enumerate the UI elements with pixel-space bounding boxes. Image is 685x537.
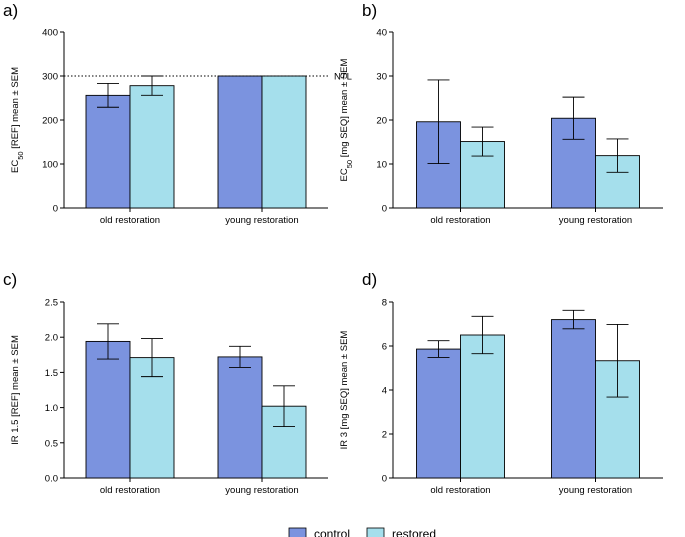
y-tick-label: 20 xyxy=(376,116,387,127)
legend: control restored xyxy=(288,527,436,537)
y-tick-label: 30 xyxy=(376,72,387,83)
y-tick-label: 300 xyxy=(42,72,58,83)
x-category-label: young restoration xyxy=(225,215,298,226)
panel-c: c) 0.0 0.5 1.0 1.5 2.0 2.5 IR 1.5 [REF] mean ± … xyxy=(3,270,328,496)
legend-swatch-restored xyxy=(366,527,385,537)
y-tick-label: 40 xyxy=(376,28,387,39)
y-tick-label: 0 xyxy=(382,474,387,485)
x-category-label: young restoration xyxy=(225,485,298,496)
y-tick-label: 0 xyxy=(53,204,58,215)
bar-control xyxy=(217,356,263,479)
y-tick-label: 2.5 xyxy=(45,298,58,309)
bar-control xyxy=(416,348,461,479)
y-axis-label: IR 3 [mg SEQ] mean ± SEM xyxy=(339,331,350,450)
y-tick-label: 2 xyxy=(382,430,387,441)
bar-restored xyxy=(460,334,505,479)
y-axis-label: IR 1.5 [REF] mean ± SEM xyxy=(10,335,21,445)
y-tick-label: 0.0 xyxy=(45,474,58,485)
legend-swatch-control xyxy=(288,527,307,537)
y-tick-label: 1.0 xyxy=(45,403,58,414)
panel-label: c) xyxy=(3,270,17,289)
x-category-label: old restoration xyxy=(100,215,160,226)
y-tick-label: 100 xyxy=(42,160,58,171)
panel-label: a) xyxy=(3,1,18,20)
bar-restored xyxy=(129,85,175,209)
bar-control xyxy=(217,75,263,209)
x-category-label: old restoration xyxy=(100,485,160,496)
bar-restored xyxy=(129,357,175,479)
panel-label: d) xyxy=(362,270,377,289)
panel-b: b) 0 10 20 30 40 EC50 [mg SEQ] mean ± SEM old r… xyxy=(339,1,663,226)
panel-a: a) 0 100 200 300 400 EC50 [REF] mean ± SEM old … xyxy=(3,1,352,226)
legend-label-restored: restored xyxy=(392,527,436,537)
legend-label-control: control xyxy=(314,527,350,537)
y-tick-label: 4 xyxy=(382,386,387,397)
y-tick-label: 0 xyxy=(382,204,387,215)
x-category-label: young restoration xyxy=(559,215,632,226)
reference-line-label: NTL xyxy=(334,72,352,83)
y-tick-label: 10 xyxy=(376,160,387,171)
bar-control xyxy=(85,94,131,209)
y-tick-label: 2.0 xyxy=(45,333,58,344)
y-tick-label: 400 xyxy=(42,28,58,39)
y-tick-label: 8 xyxy=(382,298,387,309)
bar-restored xyxy=(261,75,307,209)
x-category-label: young restoration xyxy=(559,485,632,496)
x-category-label: old restoration xyxy=(430,215,490,226)
y-tick-label: 6 xyxy=(382,342,387,353)
panel-label: b) xyxy=(362,1,377,20)
y-tick-label: 200 xyxy=(42,116,58,127)
y-tick-label: 0.5 xyxy=(45,438,58,449)
y-axis-label: EC50 [mg SEQ] mean ± SEM xyxy=(339,58,354,181)
bar-control xyxy=(85,340,131,479)
bar-control xyxy=(551,319,596,479)
x-category-label: old restoration xyxy=(430,485,490,496)
panel-d: d) 0 2 4 6 8 IR 3 [mg SEQ] mean ± SEM old resto… xyxy=(339,270,663,496)
y-tick-label: 1.5 xyxy=(45,368,58,379)
y-axis-label: EC50 [REF] mean ± SEM xyxy=(10,67,25,173)
